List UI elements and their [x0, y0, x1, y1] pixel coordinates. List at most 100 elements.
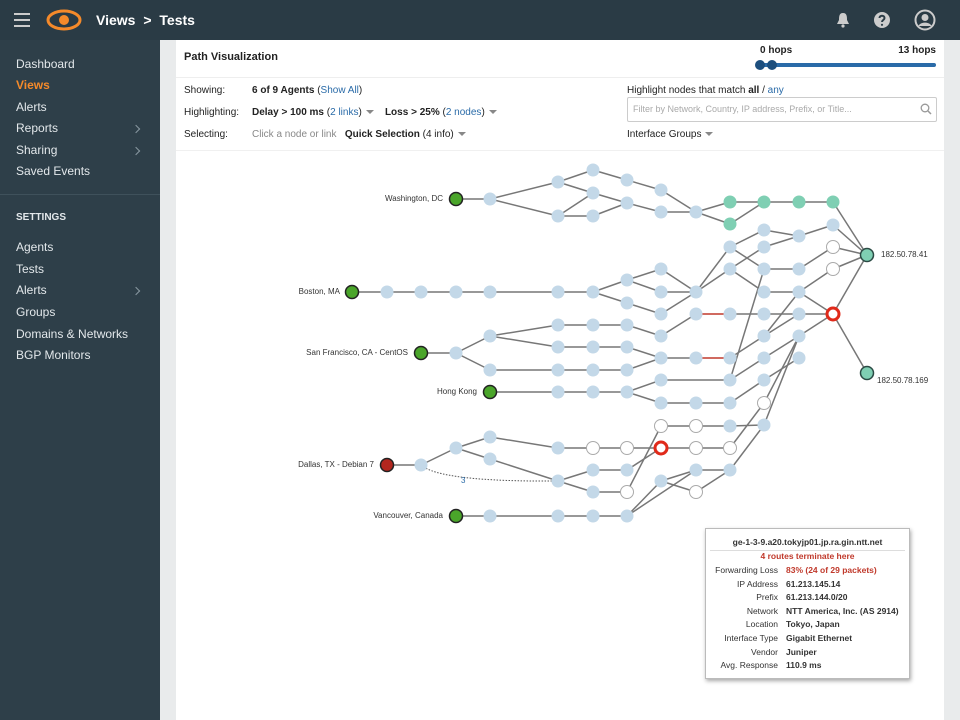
node[interactable] — [620, 463, 634, 477]
node[interactable] — [620, 296, 634, 310]
link[interactable]: 2 links — [330, 107, 359, 118]
node[interactable] — [792, 351, 806, 365]
nav-item[interactable]: Saved Events — [16, 164, 91, 178]
node[interactable] — [792, 262, 806, 276]
nav-item[interactable]: Domains & Networks — [16, 327, 129, 341]
node[interactable] — [483, 363, 497, 377]
option[interactable]: all — [748, 85, 760, 96]
node[interactable] — [757, 262, 771, 276]
node[interactable] — [551, 340, 565, 354]
node[interactable] — [654, 307, 668, 321]
nav-item[interactable]: Views — [16, 78, 50, 92]
node[interactable] — [689, 285, 703, 299]
node[interactable] — [723, 217, 737, 231]
option[interactable]: any — [767, 85, 784, 96]
user-icon[interactable] — [914, 9, 936, 31]
node[interactable] — [723, 373, 737, 387]
link[interactable]: Show All — [320, 85, 359, 96]
node[interactable] — [654, 285, 668, 299]
nav-item[interactable]: BGP Monitors — [16, 348, 91, 362]
node[interactable] — [689, 419, 703, 433]
node[interactable] — [723, 262, 737, 276]
node[interactable] — [483, 285, 497, 299]
node[interactable] — [689, 441, 703, 455]
node[interactable] — [483, 509, 497, 523]
hidden-hops[interactable]: 3 — [461, 476, 466, 485]
bell-icon[interactable] — [836, 12, 850, 28]
node[interactable] — [413, 345, 429, 361]
node[interactable] — [723, 195, 737, 209]
node[interactable] — [620, 196, 634, 210]
value[interactable]: Loss > 25% — [384, 107, 440, 118]
value[interactable]: Delay > 100 ms — [252, 107, 324, 118]
node[interactable] — [757, 373, 771, 387]
value[interactable]: Quick Selection — [344, 129, 420, 140]
node[interactable] — [689, 463, 703, 477]
node[interactable] — [826, 262, 840, 276]
node[interactable] — [653, 440, 669, 456]
node[interactable] — [449, 441, 463, 455]
nav-item[interactable]: Dashboard — [16, 57, 75, 71]
node[interactable] — [723, 240, 737, 254]
node[interactable] — [654, 262, 668, 276]
logo[interactable] — [46, 8, 82, 32]
node[interactable] — [620, 385, 634, 399]
node[interactable] — [483, 329, 497, 343]
node[interactable] — [723, 463, 737, 477]
node[interactable] — [620, 318, 634, 332]
node[interactable] — [551, 509, 565, 523]
node[interactable] — [757, 195, 771, 209]
node[interactable] — [449, 285, 463, 299]
link[interactable]: 2 nodes — [445, 107, 482, 118]
hops-slider[interactable] — [752, 58, 942, 74]
interface-groups[interactable]: Interface Groups — [627, 129, 714, 140]
node[interactable] — [654, 396, 668, 410]
node[interactable] — [448, 508, 464, 524]
node[interactable] — [414, 285, 428, 299]
node[interactable] — [551, 474, 565, 488]
node[interactable] — [723, 419, 737, 433]
node[interactable] — [825, 306, 841, 322]
target-node[interactable] — [859, 247, 875, 263]
node[interactable] — [551, 285, 565, 299]
node[interactable] — [620, 340, 634, 354]
node[interactable] — [723, 351, 737, 365]
node[interactable] — [551, 318, 565, 332]
node[interactable] — [620, 509, 634, 523]
node[interactable] — [586, 385, 600, 399]
node[interactable] — [586, 441, 600, 455]
node[interactable] — [586, 463, 600, 477]
node[interactable] — [689, 205, 703, 219]
node[interactable] — [654, 205, 668, 219]
node[interactable] — [654, 419, 668, 433]
node[interactable] — [586, 285, 600, 299]
node[interactable] — [689, 485, 703, 499]
node[interactable] — [586, 209, 600, 223]
node[interactable] — [344, 284, 360, 300]
node[interactable] — [757, 329, 771, 343]
label[interactable]: Interface Groups — [627, 129, 702, 140]
node[interactable] — [379, 457, 395, 473]
node[interactable] — [586, 318, 600, 332]
node[interactable] — [723, 396, 737, 410]
node[interactable] — [792, 229, 806, 243]
node[interactable] — [654, 183, 668, 197]
node[interactable] — [551, 385, 565, 399]
node[interactable] — [757, 351, 771, 365]
node[interactable] — [483, 192, 497, 206]
node[interactable] — [723, 441, 737, 455]
node[interactable] — [757, 223, 771, 237]
nav-item[interactable]: Alerts — [16, 283, 47, 297]
nav-item[interactable]: Tests — [16, 262, 45, 276]
node[interactable] — [620, 441, 634, 455]
nav-item[interactable]: Alerts — [16, 100, 47, 114]
node[interactable] — [757, 240, 771, 254]
menu-icon[interactable] — [14, 13, 30, 27]
node[interactable] — [483, 430, 497, 444]
node[interactable] — [792, 307, 806, 321]
node[interactable] — [448, 191, 464, 207]
node[interactable] — [826, 240, 840, 254]
node[interactable] — [654, 329, 668, 343]
nav-item[interactable]: Agents — [16, 240, 54, 254]
node[interactable] — [689, 307, 703, 321]
